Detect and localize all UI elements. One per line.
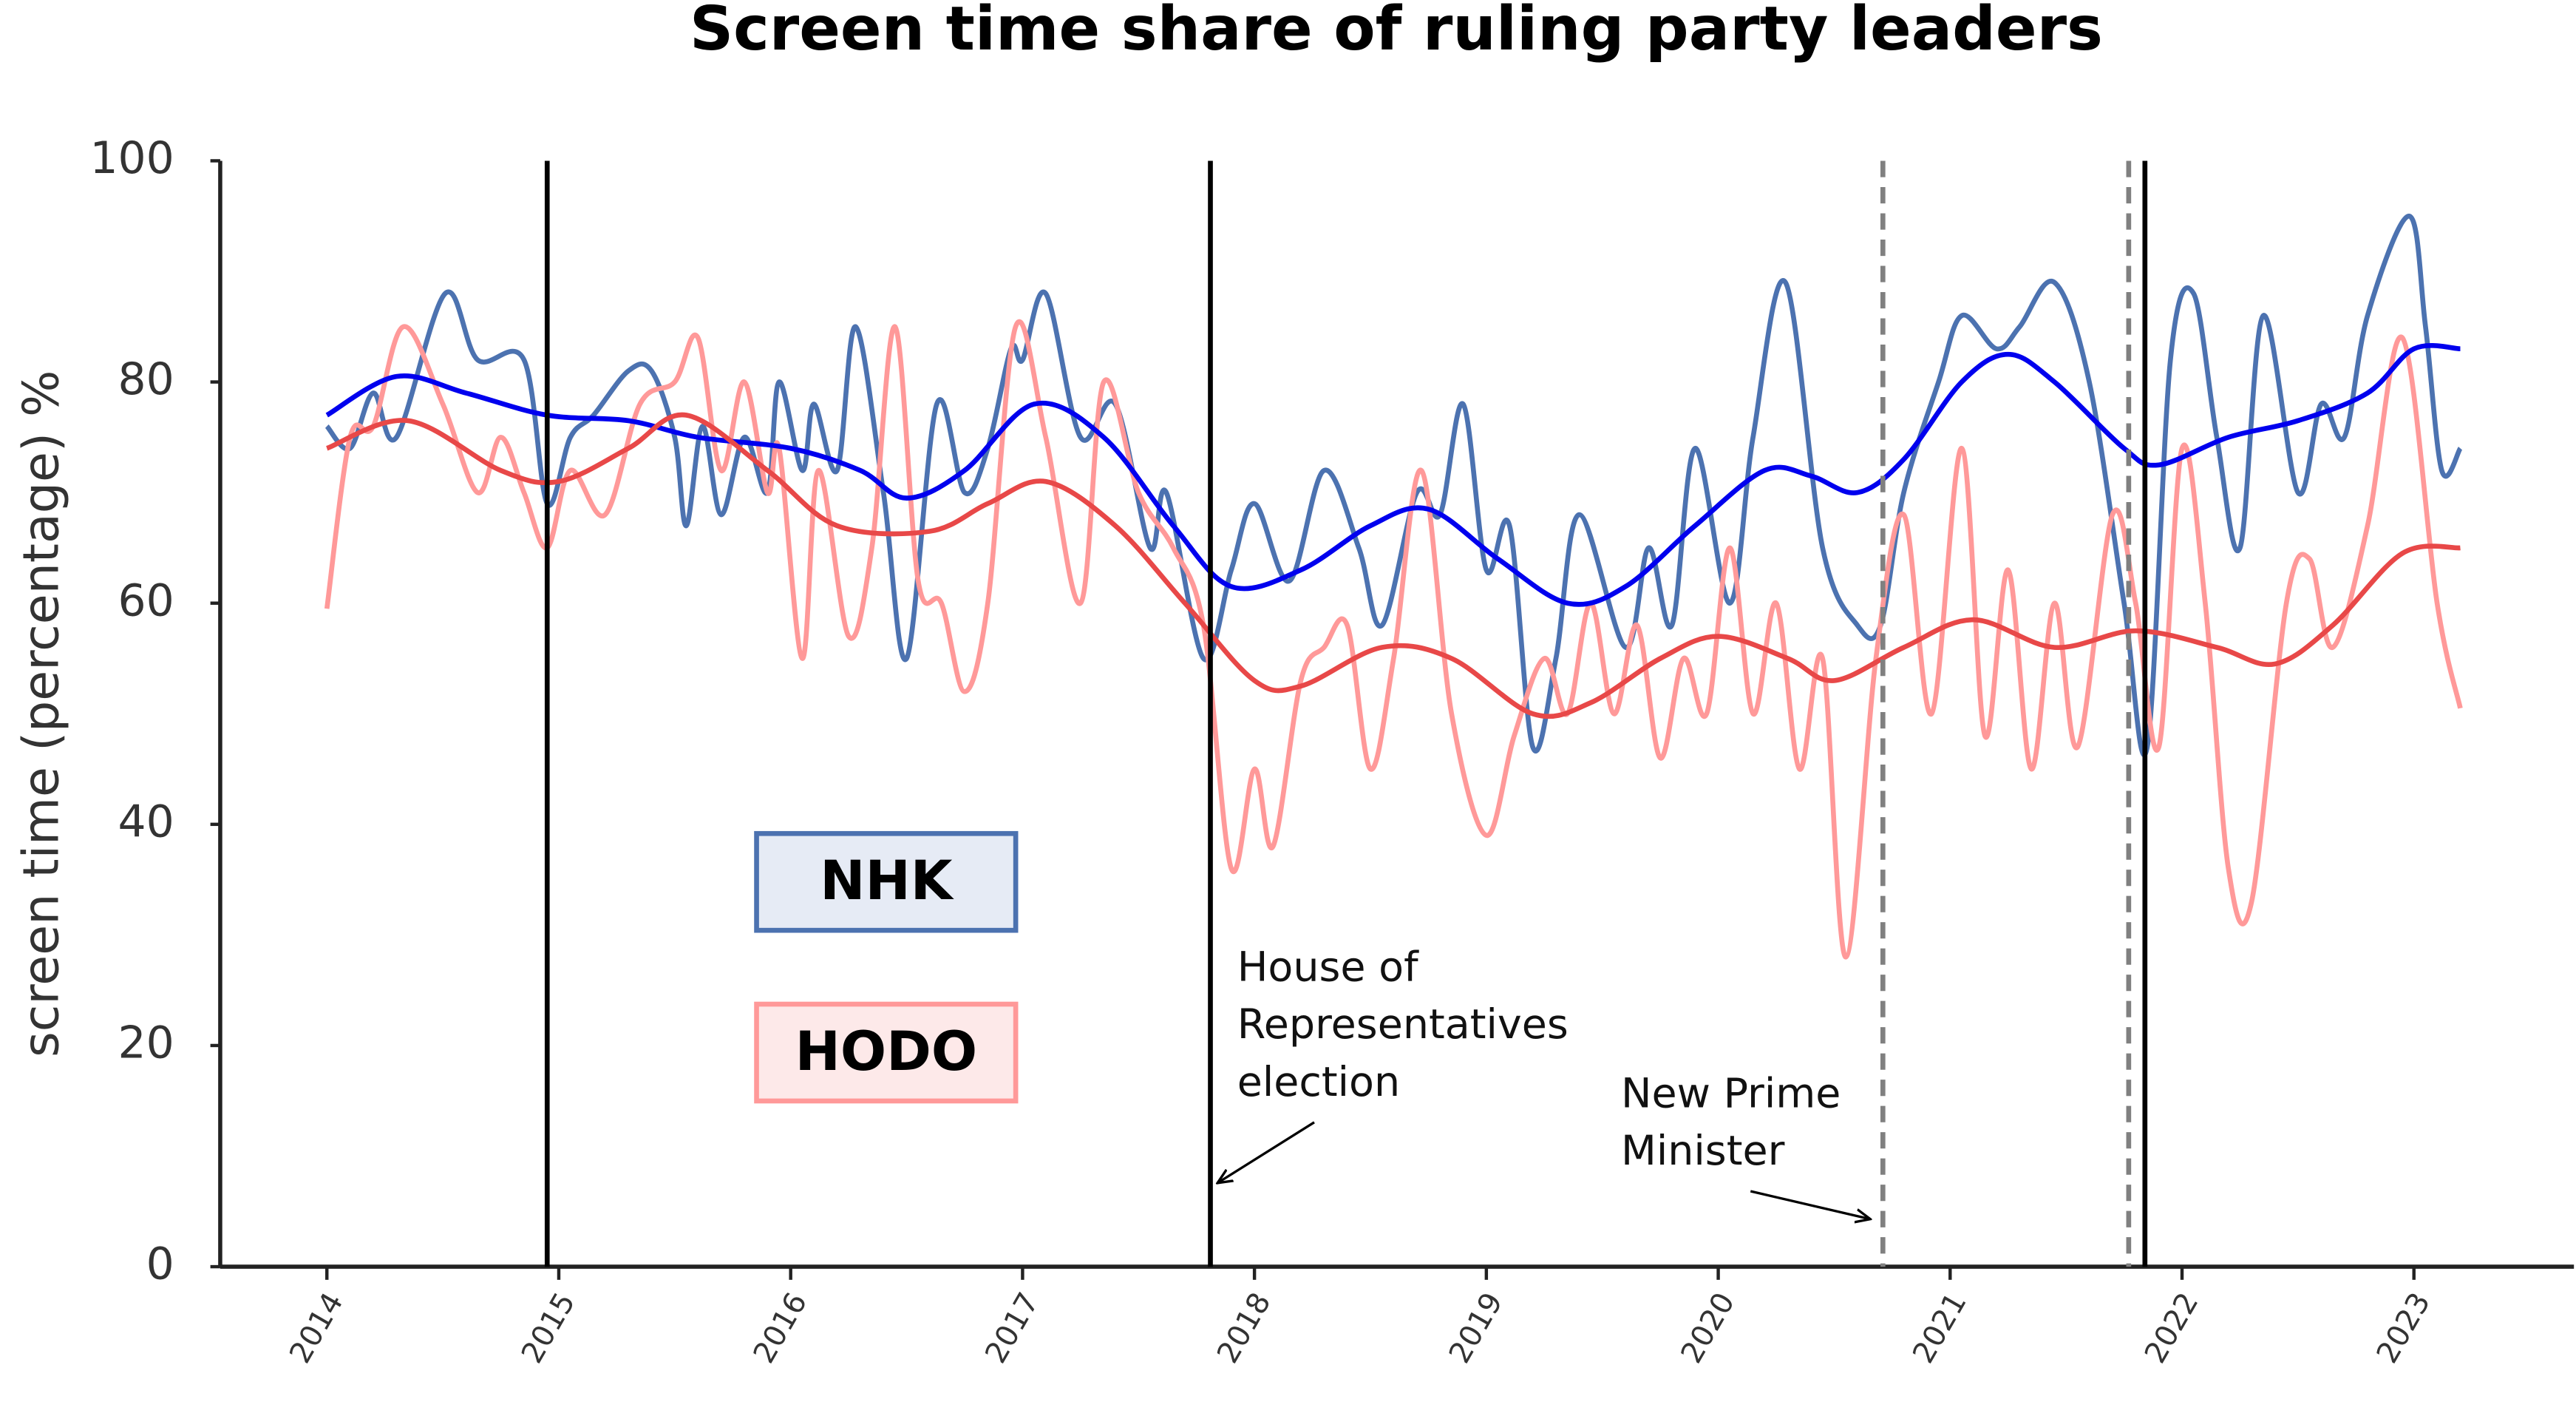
x-tick-label: 2015 [515,1287,582,1369]
y-tick-label: 40 [118,796,174,847]
y-tick-label: 80 [118,353,174,405]
series-line [324,319,2463,960]
smoothed-line [325,342,2461,607]
annotation-arrow [1750,1190,1870,1219]
y-tick-label: 60 [118,575,174,626]
x-tick-label: 2016 [747,1287,815,1369]
x-tick-label: 2021 [1906,1287,1974,1369]
legend-box [754,1001,1019,1104]
y-tick-label: 20 [118,1017,174,1069]
series-line [324,213,2463,757]
x-tick-label: 2022 [2138,1287,2206,1369]
legend-label: NHK [820,850,954,912]
chart-title: Screen time share of ruling party leader… [690,0,2103,64]
annotation-arrow [1217,1121,1315,1183]
annotation-text: House of [1237,944,1419,992]
smoothed-line [326,412,2461,719]
legend-box [754,830,1019,933]
annotation-text: Minister [1621,1128,1785,1175]
y-tick-label: 100 [89,132,174,184]
annotation-text: Representatives [1237,1001,1569,1049]
legend-label: HODO [795,1020,978,1083]
y-axis-label: screen time (percentage) % [13,370,70,1057]
x-tick-label: 2018 [1211,1287,1278,1369]
x-tick-label: 2014 [283,1287,350,1369]
plot-area [324,160,2463,1267]
x-tick-label: 2017 [979,1287,1046,1369]
annotation-text: election [1237,1059,1400,1106]
x-tick-label: 2023 [2371,1287,2438,1369]
y-tick-label: 0 [146,1239,174,1290]
x-tick-label: 2019 [1443,1287,1510,1369]
x-tick-label: 2020 [1674,1287,1741,1369]
annotation-text: New Prime [1621,1070,1841,1117]
